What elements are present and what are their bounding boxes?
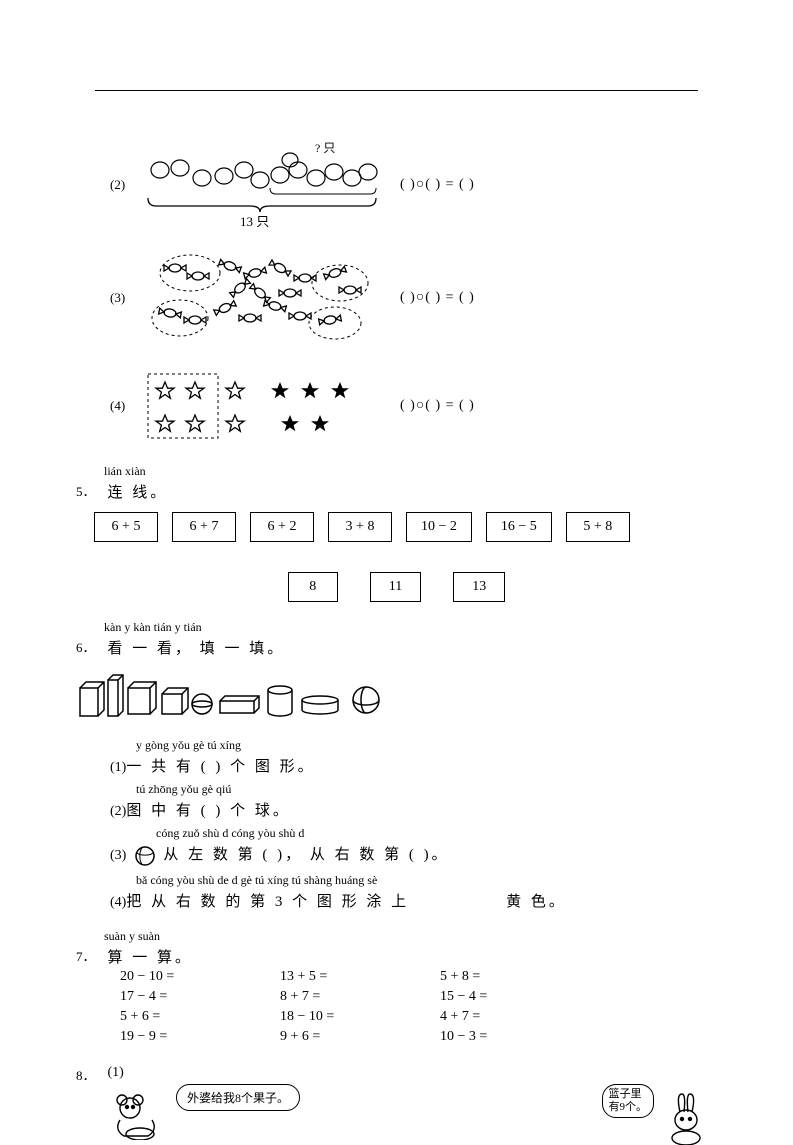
arith-grid: 20 − 10 = 13 + 5 = 5 + 8 = 17 − 4 = 8 + …	[120, 967, 723, 1047]
q6-1-label: (1)	[110, 760, 126, 775]
q6-3-pinyin: cóng zuǒ shù d cóng yòu shù d	[156, 826, 723, 841]
a-0-2[interactable]: 5 + 8 =	[440, 967, 600, 987]
q6-num: 6．	[76, 637, 104, 656]
a-3-0[interactable]: 19 − 9 =	[120, 1027, 280, 1047]
a-1-1[interactable]: 8 + 7 =	[280, 987, 440, 1007]
q6-4-text-b: 黄 色。	[506, 894, 567, 910]
figure-candies	[140, 248, 380, 348]
speech-right-b: 有9个。	[609, 1101, 648, 1113]
q6-hanzi: 看 一 看， 填 一 填。	[108, 641, 286, 657]
speech-left: 外婆给我8个果子。	[176, 1084, 300, 1111]
q6-sub2: tú zhōng yǒu gè qiú (2)图 中 有 ( ) 个 球。	[110, 782, 723, 820]
speech-right-a: 篮子里	[609, 1088, 642, 1100]
equation-blank-4[interactable]: ( )○( ) = ( )	[400, 398, 475, 414]
q5-answers: 8 11 13	[70, 572, 723, 602]
q5-num: 5．	[76, 481, 104, 500]
label-3: (3)	[110, 290, 140, 306]
problem-2: (2) ? 只	[70, 140, 723, 230]
label-2: (2)	[110, 177, 140, 193]
q7-hanzi: 算 一 算。	[108, 950, 194, 966]
q8-num: 8．	[76, 1065, 104, 1084]
problem-4: (4)	[70, 366, 723, 446]
shapes-row-figure	[70, 670, 723, 720]
equation-blank-2[interactable]: ( )○( ) = ( )	[400, 177, 475, 193]
q6-sub4: bǎ cóng yòu shù de d gè tú xíng tú shàng…	[110, 873, 723, 911]
a-1-2[interactable]: 15 − 4 =	[440, 987, 600, 1007]
equation-blank-3[interactable]: ( )○( ) = ( )	[400, 290, 475, 306]
exp-0[interactable]: 6 + 5	[94, 512, 158, 542]
ans-2[interactable]: 13	[453, 572, 505, 602]
q6-2-pinyin: tú zhōng yǒu gè qiú	[136, 782, 723, 797]
caption-top: ? 只	[315, 141, 335, 155]
exp-1[interactable]: 6 + 7	[172, 512, 236, 542]
a-0-0[interactable]: 20 − 10 =	[120, 967, 280, 987]
label-4: (4)	[110, 398, 140, 414]
question-6: kàn y kàn tián y tián 6． 看 一 看， 填 一 填。	[70, 620, 723, 911]
question-8: 8． (1) 外婆给我8个果子。	[70, 1065, 723, 1145]
caption-bottom: 13 只	[240, 214, 269, 229]
ans-1[interactable]: 11	[370, 572, 421, 602]
q6-1-pinyin: y gòng yǒu gè tú xíng	[136, 738, 723, 753]
a-2-2[interactable]: 4 + 7 =	[440, 1007, 600, 1027]
worksheet-content: (2) ? 只	[70, 90, 723, 1145]
exp-3[interactable]: 3 + 8	[328, 512, 392, 542]
q6-4-text-a[interactable]: 把 从 右 数 的 第 3 个 图 形 涂 上	[126, 894, 409, 910]
a-1-0[interactable]: 17 − 4 =	[120, 987, 280, 1007]
problem-3: (3)	[70, 248, 723, 348]
exp-6[interactable]: 5 + 8	[566, 512, 630, 542]
q6-3-label: (3)	[110, 848, 126, 863]
q6-1-text[interactable]: 一 共 有 ( ) 个 图 形。	[126, 759, 315, 775]
question-5: lián xiàn 5． 连 线。 6 + 5 6 + 7 6 + 2 3 + …	[70, 464, 723, 602]
ans-0[interactable]: 8	[288, 572, 338, 602]
q6-sub3: cóng zuǒ shù d cóng yòu shù d (3) 从 左 数 …	[110, 826, 723, 867]
q6-pinyin: kàn y kàn tián y tián	[104, 620, 723, 635]
a-0-1[interactable]: 13 + 5 =	[280, 967, 440, 987]
q6-2-label: (2)	[110, 804, 126, 819]
q6-4-pinyin: bǎ cóng yòu shù de d gè tú xíng tú shàng…	[136, 873, 723, 888]
q6-sub1: y gòng yǒu gè tú xíng (1)一 共 有 ( ) 个 图 形…	[110, 738, 723, 776]
exp-2[interactable]: 6 + 2	[250, 512, 314, 542]
a-2-1[interactable]: 18 − 10 =	[280, 1007, 440, 1027]
a-3-1[interactable]: 9 + 6 =	[280, 1027, 440, 1047]
q7-pinyin: suàn y suàn	[104, 929, 723, 944]
q7-num: 7．	[76, 946, 104, 965]
q5-hanzi: 连 线。	[108, 485, 169, 501]
q8-sub-label: (1)	[108, 1065, 124, 1080]
exp-5[interactable]: 16 − 5	[486, 512, 552, 542]
exp-4[interactable]: 10 − 2	[406, 512, 472, 542]
speech-right: 篮子里 有9个。	[602, 1084, 655, 1118]
q6-2-text[interactable]: 图 中 有 ( ) 个 球。	[126, 803, 291, 819]
q6-3-text[interactable]: 从 左 数 第 ( )， 从 右 数 第 ( )。	[163, 847, 449, 863]
a-2-0[interactable]: 5 + 6 =	[120, 1007, 280, 1027]
rabbit-icon	[658, 1090, 713, 1145]
question-7: suàn y suàn 7． 算 一 算。 20 − 10 = 13 + 5 =…	[70, 929, 723, 1047]
top-rule	[95, 90, 698, 91]
mouse-icon	[110, 1090, 170, 1140]
figure-stars	[140, 366, 380, 446]
q5-expressions: 6 + 5 6 + 7 6 + 2 3 + 8 10 − 2 16 − 5 5 …	[94, 512, 723, 542]
speech-left-text: 外婆给我8个果子。	[187, 1091, 289, 1105]
ball-icon	[134, 845, 156, 867]
a-3-2[interactable]: 10 − 3 =	[440, 1027, 600, 1047]
figure-rabbits: ? 只 13 只	[140, 140, 380, 230]
q5-pinyin: lián xiàn	[104, 464, 723, 479]
q6-4-label: (4)	[110, 895, 126, 910]
